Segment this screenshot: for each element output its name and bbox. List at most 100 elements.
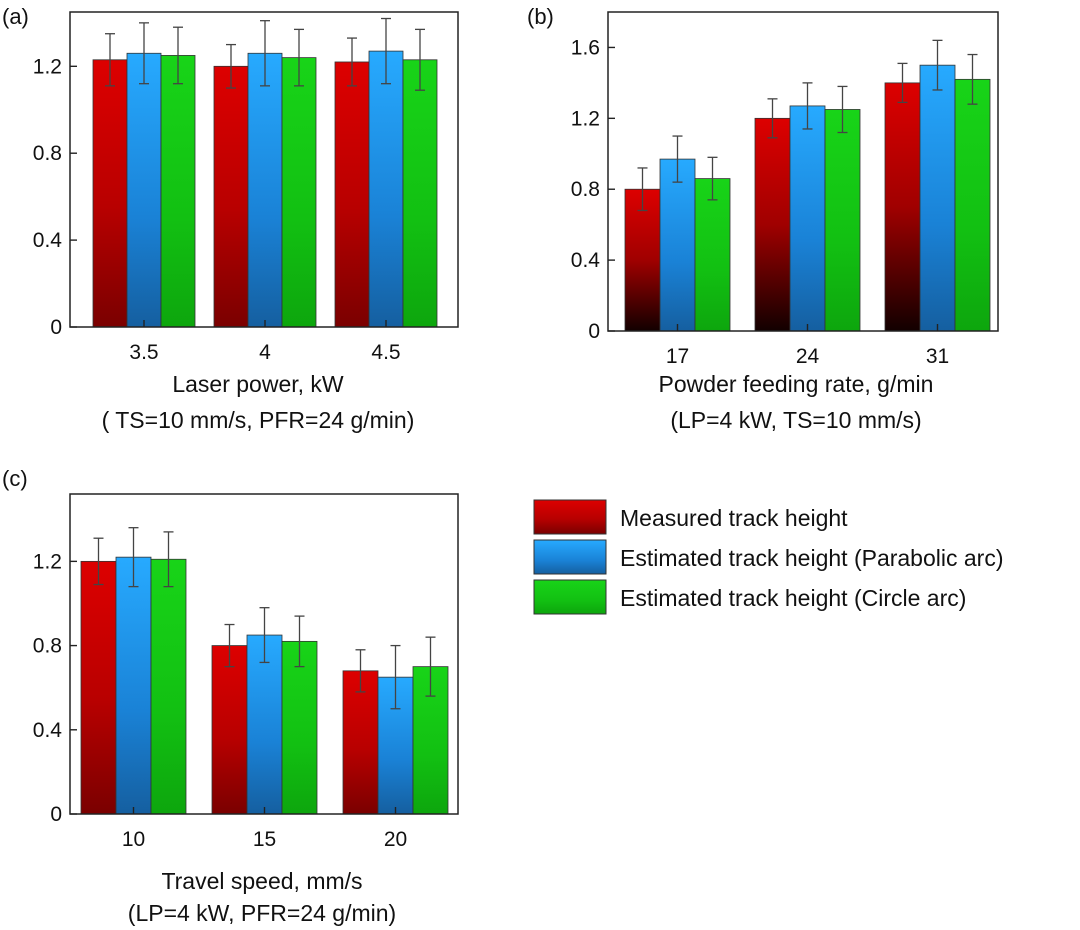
bar-parabolic-17	[659, 158, 696, 332]
error-bar-parabolic-10	[128, 527, 139, 588]
bar-measured-17	[624, 188, 661, 332]
panel-c-y-ticks: 0 0.4 0.8 1.2	[33, 550, 77, 826]
bar-circle-17	[694, 178, 731, 332]
bar-parabolic-4	[247, 52, 283, 328]
y-tick-label-1.2: 1.2	[571, 107, 600, 130]
bar-measured-15	[211, 645, 248, 815]
panel-label-b: (b)	[527, 4, 554, 29]
error-bar-measured-4	[226, 43, 236, 89]
y-tick-label-0.4: 0.4	[33, 719, 63, 742]
y-tick-label-0: 0	[50, 803, 62, 826]
legend: Measured track height Estimated track he…	[533, 499, 1004, 615]
y-tick-label-0.8: 0.8	[33, 142, 62, 165]
panel-a-bars	[92, 17, 438, 328]
bar-parabolic-15	[246, 634, 283, 815]
bar-measured-31	[884, 82, 921, 332]
x-tick-label-15: 15	[253, 828, 276, 851]
bar-circle-4	[281, 57, 317, 328]
x-tick-label-4.5: 4.5	[371, 341, 400, 364]
bar-circle-31	[954, 78, 991, 332]
x-tick-label-10: 10	[122, 828, 145, 851]
x-tick-label-3.5: 3.5	[129, 341, 158, 364]
bar-circle-4.5	[402, 59, 438, 328]
panel-b-x-axis-label: Powder feeding rate, g/min	[659, 371, 934, 397]
legend-swatch-circle	[533, 579, 607, 615]
error-bar-circle-10	[163, 531, 174, 588]
panel-a-x-axis-label: Laser power, kW	[172, 371, 344, 397]
y-tick-label-1.6: 1.6	[571, 36, 600, 59]
y-tick-label-1.2: 1.2	[33, 550, 62, 573]
bar-parabolic-31	[919, 64, 956, 332]
error-bar-circle-4	[294, 28, 304, 87]
error-bar-circle-31	[967, 53, 978, 105]
y-tick-label-0: 0	[588, 320, 600, 343]
panel-b-x-axis-sublabel: (LP=4 kW, TS=10 mm/s)	[670, 407, 921, 433]
bar-circle-24	[824, 109, 861, 332]
error-bar-measured-24	[767, 98, 778, 139]
error-bar-parabolic-31	[932, 39, 943, 91]
error-bar-parabolic-4.5	[381, 17, 391, 85]
bar-parabolic-24	[789, 105, 826, 332]
panel-a-frame	[69, 11, 459, 328]
legend-label-circle: Estimated track height (Circle arc)	[620, 585, 966, 611]
panel-c-x-axis-label: Travel speed, mm/s	[161, 868, 362, 894]
x-tick-label-17: 17	[666, 345, 689, 368]
error-bar-parabolic-3.5	[139, 22, 149, 85]
error-bar-measured-15	[224, 623, 235, 668]
bar-measured-4.5	[334, 61, 370, 328]
error-bar-measured-31	[897, 62, 908, 104]
bar-circle-10	[150, 558, 187, 815]
bar-parabolic-4.5	[368, 50, 404, 328]
panel-c-x-axis-sublabel: (LP=4 kW, PFR=24 g/min)	[128, 900, 396, 926]
error-bar-measured-4.5	[347, 37, 357, 87]
error-bar-circle-15	[294, 615, 305, 668]
x-tick-label-24: 24	[796, 345, 820, 368]
x-tick-label-20: 20	[384, 828, 407, 851]
legend-swatch-parabolic	[533, 539, 607, 575]
bar-circle-3.5	[160, 55, 196, 328]
y-tick-label-0.4: 0.4	[33, 229, 63, 252]
chart-panel-a: (a) 0 0.4 0.8 1.2 3.5 4 4.5 Laser power, kW (…	[2, 4, 459, 433]
error-bar-measured-10	[93, 537, 104, 586]
chart-panel-c: (c) 0 0.4 0.8 1.2 10 15 20 Travel speed, mm/s…	[2, 466, 459, 926]
x-tick-label-31: 31	[926, 345, 949, 368]
bar-circle-15	[281, 640, 318, 815]
panel-a-x-axis-sublabel: ( TS=10 mm/s, PFR=24 g/min)	[102, 407, 415, 433]
error-bar-measured-20	[355, 649, 366, 693]
error-bar-parabolic-4	[260, 20, 270, 87]
bar-parabolic-3.5	[126, 52, 162, 328]
error-bar-measured-3.5	[105, 33, 115, 87]
error-bar-circle-4.5	[415, 28, 425, 91]
chart-panel-b: (b) 0 0.4 0.8 1.2 1.6 17 24 31 Powder feeding …	[527, 4, 999, 433]
error-bar-circle-24	[837, 85, 848, 134]
bar-parabolic-10	[115, 556, 152, 815]
panel-label-a: (a)	[2, 4, 29, 29]
bar-measured-24	[754, 117, 791, 332]
panel-c-x-ticks: 10 15 20	[122, 807, 407, 851]
error-bar-circle-20	[425, 636, 436, 697]
x-tick-label-4: 4	[259, 341, 271, 364]
panel-a-x-ticks: 3.5 4 4.5	[129, 320, 401, 364]
panel-c-bars	[80, 527, 449, 815]
panel-label-c: (c)	[2, 466, 28, 491]
error-bar-circle-3.5	[173, 26, 183, 85]
y-tick-label-0.8: 0.8	[33, 635, 62, 658]
error-bar-parabolic-24	[802, 82, 813, 130]
legend-label-measured: Measured track height	[620, 505, 848, 531]
panel-b-x-ticks: 17 24 31	[666, 324, 949, 368]
y-tick-label-0.8: 0.8	[571, 178, 600, 201]
bar-measured-10	[80, 560, 117, 815]
y-tick-label-1.2: 1.2	[33, 55, 62, 78]
error-bar-parabolic-17	[672, 135, 683, 183]
panel-a-y-ticks: 0 0.4 0.8 1.2	[33, 55, 77, 339]
error-bar-parabolic-20	[390, 644, 401, 710]
error-bar-parabolic-15	[259, 607, 270, 664]
panel-b-frame	[607, 11, 999, 332]
panel-b-y-ticks: 0 0.4 0.8 1.2 1.6	[571, 36, 615, 343]
y-tick-label-0: 0	[50, 316, 62, 339]
legend-swatch-measured	[533, 499, 607, 535]
error-bar-measured-17	[637, 167, 648, 212]
legend-label-parabolic: Estimated track height (Parabolic arc)	[620, 545, 1004, 571]
error-bar-circle-17	[707, 156, 718, 201]
